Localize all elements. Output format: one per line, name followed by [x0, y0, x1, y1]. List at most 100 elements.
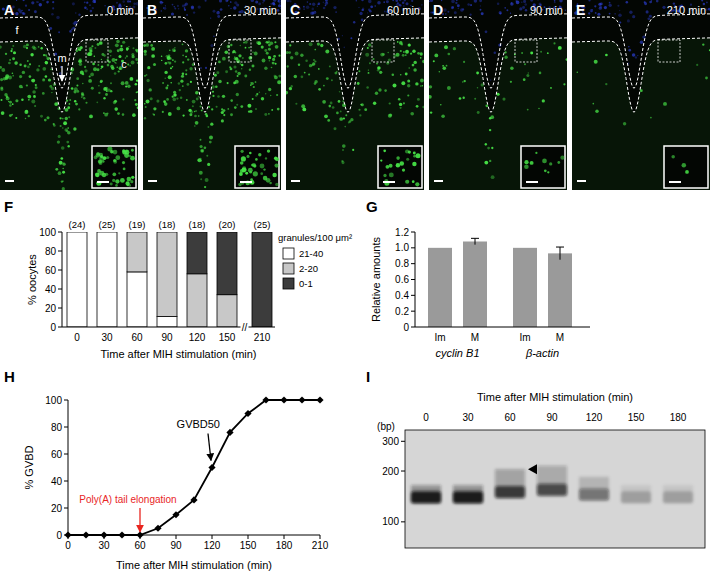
granule	[563, 83, 565, 85]
granule	[350, 118, 353, 121]
nucleus-signal	[462, 8, 464, 10]
granule	[195, 121, 199, 125]
granule	[429, 85, 432, 88]
granule	[177, 107, 181, 111]
nucleus-signal	[51, 13, 53, 15]
nucleus-signal	[647, 17, 650, 20]
error-line	[475, 238, 476, 244]
inset-granule	[549, 162, 552, 165]
granule	[442, 65, 444, 67]
granule	[477, 111, 480, 114]
nucleus-signal	[470, 4, 472, 6]
nucleus-signal	[640, 41, 643, 44]
granule	[268, 56, 271, 59]
y-tick-label: 20	[45, 303, 57, 314]
nucleus-signal	[86, 8, 88, 10]
granule	[209, 135, 213, 139]
group-label: cyclin B1	[435, 347, 479, 359]
nucleus-signal	[460, 8, 464, 12]
granule	[0, 66, 2, 69]
marker	[82, 531, 89, 538]
nucleus-signal	[313, 11, 316, 14]
granule	[67, 127, 69, 129]
granule	[97, 68, 100, 71]
nucleus-signal	[230, 1, 232, 3]
nucleus-signal	[160, 1, 163, 4]
granule	[58, 171, 62, 175]
granule	[244, 74, 247, 77]
granule	[367, 47, 369, 49]
granule	[94, 47, 96, 49]
granule	[206, 115, 209, 118]
granule	[274, 75, 276, 77]
granule	[249, 56, 253, 60]
granule	[8, 76, 12, 80]
y-tick	[401, 471, 405, 472]
nucleus-signal	[277, 9, 280, 12]
inset-granule	[100, 155, 103, 158]
granule	[453, 47, 456, 50]
granule	[88, 52, 92, 56]
arrowhead	[528, 464, 537, 474]
bar-segment	[67, 232, 87, 233]
granule	[207, 163, 210, 166]
inset-granule	[685, 170, 689, 174]
granule	[74, 90, 77, 93]
inset-granule	[127, 184, 130, 187]
y-tick	[64, 508, 68, 509]
x-tick	[212, 535, 213, 539]
granule	[126, 49, 128, 51]
boundary-line	[286, 14, 424, 88]
inset-granule	[96, 153, 100, 157]
bar-segment	[127, 272, 147, 327]
bar	[548, 253, 572, 327]
error-bar	[471, 238, 479, 244]
nucleus-signal	[619, 10, 620, 11]
bar-segment	[157, 232, 177, 233]
granule	[182, 54, 184, 56]
granule	[278, 75, 281, 78]
granule	[380, 53, 384, 57]
granule	[376, 63, 378, 65]
granule	[277, 108, 280, 111]
granule	[21, 98, 24, 101]
granule	[6, 96, 8, 98]
granule	[397, 41, 399, 43]
nucleus-signal	[392, 0, 394, 1]
nucleus-signal	[15, 12, 18, 15]
nucleus-signal	[333, 6, 336, 9]
granule	[420, 57, 422, 59]
nucleus-signal	[71, 29, 73, 31]
granule	[330, 102, 333, 105]
granule	[210, 123, 213, 126]
granule	[137, 62, 138, 64]
granule	[60, 117, 62, 119]
granule	[382, 53, 385, 56]
granule	[178, 82, 180, 84]
y-tick	[411, 295, 415, 296]
nucleus-signal	[251, 0, 254, 2]
x-tick-label: 60	[131, 332, 143, 343]
granule	[312, 62, 315, 65]
granule	[487, 147, 490, 150]
inset-granule	[246, 155, 249, 158]
granule	[135, 49, 138, 52]
granule	[407, 79, 410, 82]
granule	[100, 81, 102, 83]
granule	[540, 51, 542, 53]
gel-lanes	[411, 466, 693, 503]
nucleus-signal	[456, 0, 457, 1]
granule	[26, 43, 29, 46]
granule	[51, 92, 52, 93]
granule	[200, 178, 202, 180]
granule	[372, 58, 374, 60]
granule	[594, 60, 598, 64]
granule	[230, 44, 232, 46]
x-tick-label: 150	[219, 332, 236, 343]
granule	[459, 97, 462, 100]
smear	[453, 485, 483, 503]
legend-swatch	[283, 248, 294, 259]
nucleus-signal	[228, 5, 229, 6]
granule	[405, 50, 409, 54]
granule	[15, 99, 18, 102]
